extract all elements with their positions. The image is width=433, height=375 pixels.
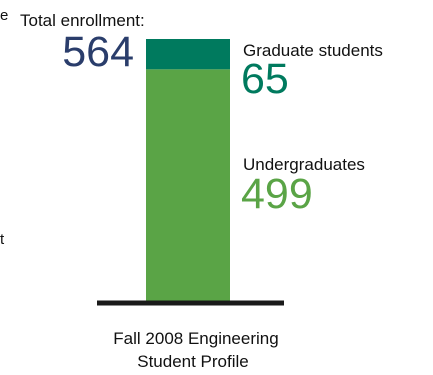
graduate-students-value: 65 [241, 55, 289, 103]
total-enrollment-label: Total enrollment: [20, 11, 145, 30]
caption-line-2: Student Profile [137, 352, 249, 371]
undergraduates-value: 499 [241, 170, 313, 218]
left-edge-mark-1: e [0, 7, 8, 24]
left-edge-mark-2: t [0, 231, 5, 248]
undergraduates-label: Undergraduates [243, 155, 365, 174]
bar-segment-graduate-students [146, 39, 230, 70]
graduate-students-label: Graduate students [243, 41, 383, 60]
caption-line-1: Fall 2008 Engineering [113, 329, 278, 348]
total-enrollment-value: 564 [62, 28, 134, 76]
bar-segment-undergraduates [146, 69, 230, 303]
